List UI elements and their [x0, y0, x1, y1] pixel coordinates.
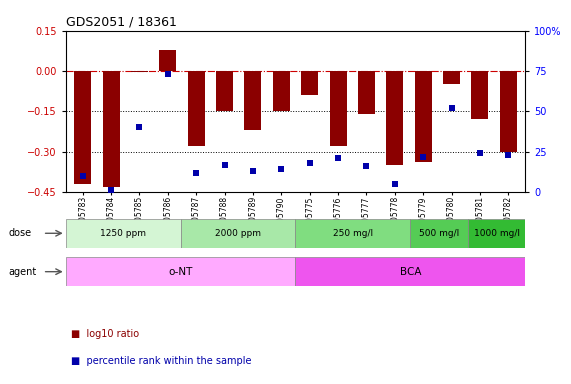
Text: ■  percentile rank within the sample: ■ percentile rank within the sample — [71, 356, 252, 366]
Text: 1250 ppm: 1250 ppm — [100, 229, 146, 238]
Point — [220, 162, 229, 168]
Point — [135, 124, 144, 131]
Point — [390, 181, 399, 187]
Text: 500 mg/l: 500 mg/l — [419, 229, 459, 238]
Bar — [296, 219, 411, 248]
Point — [78, 173, 87, 179]
Bar — [468, 219, 525, 248]
Bar — [411, 219, 468, 248]
Bar — [74, 71, 91, 184]
Point — [277, 166, 286, 172]
Bar — [103, 71, 119, 187]
Text: GDS2051 / 18361: GDS2051 / 18361 — [66, 15, 176, 28]
Bar — [358, 71, 375, 114]
Point — [504, 152, 513, 158]
Point — [447, 105, 456, 111]
Text: agent: agent — [9, 266, 37, 277]
Bar — [159, 50, 176, 71]
Text: ■  log10 ratio: ■ log10 ratio — [71, 329, 139, 339]
Bar — [472, 71, 488, 119]
Bar — [500, 71, 517, 152]
Bar — [188, 71, 204, 146]
Bar — [443, 71, 460, 84]
Text: dose: dose — [9, 228, 31, 238]
Point — [107, 187, 116, 194]
Bar — [216, 71, 233, 111]
Text: 250 mg/l: 250 mg/l — [333, 229, 373, 238]
Text: BCA: BCA — [400, 266, 421, 277]
Bar — [415, 71, 432, 162]
Bar — [387, 71, 403, 165]
Point — [419, 154, 428, 160]
Point — [192, 170, 201, 176]
Bar — [131, 71, 148, 73]
Point — [163, 71, 172, 77]
Bar — [296, 257, 525, 286]
Point — [475, 150, 484, 156]
Text: 1000 mg/l: 1000 mg/l — [473, 229, 520, 238]
Text: o-NT: o-NT — [168, 266, 193, 277]
Bar — [329, 71, 347, 146]
Bar — [66, 219, 180, 248]
Text: 2000 ppm: 2000 ppm — [215, 229, 261, 238]
Bar — [66, 257, 296, 286]
Point — [305, 160, 314, 166]
Bar — [180, 219, 296, 248]
Bar — [273, 71, 290, 111]
Bar — [244, 71, 262, 130]
Bar — [301, 71, 318, 95]
Point — [248, 168, 258, 174]
Point — [333, 155, 343, 161]
Point — [362, 163, 371, 169]
